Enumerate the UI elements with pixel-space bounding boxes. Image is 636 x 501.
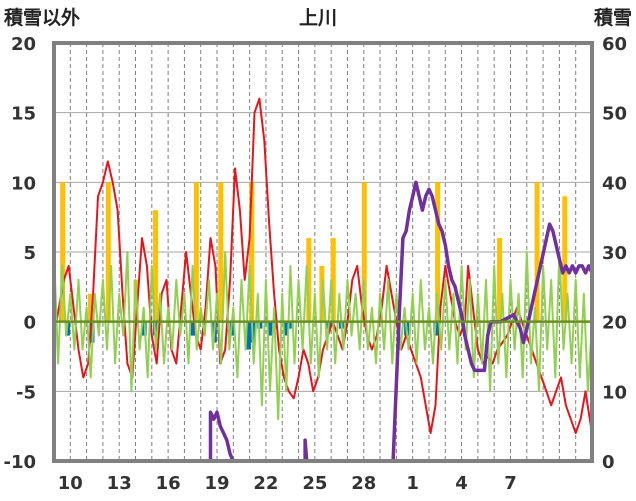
orange-bar	[562, 196, 568, 322]
x-tick-label: 13	[107, 473, 132, 494]
right-tick-label: 30	[602, 243, 627, 264]
red-line-series	[53, 97, 593, 435]
orange-bar	[153, 210, 159, 322]
orange-bar	[249, 182, 255, 322]
right-tick-label: 20	[602, 313, 627, 334]
blue-bar	[250, 321, 256, 343]
x-tick-label: 1	[406, 473, 419, 494]
grid-lines	[54, 43, 592, 461]
orange-bar	[306, 238, 312, 322]
chart-title: 上川	[299, 7, 337, 29]
left-tick-label: -10	[3, 452, 36, 473]
orange-bar	[534, 182, 540, 322]
line-series	[53, 97, 594, 463]
orange-bar	[87, 293, 93, 322]
right-axis-label: 積雪	[594, 6, 632, 29]
blue-bar	[190, 321, 196, 336]
blue-bar	[246, 321, 252, 350]
x-tick-label: 22	[253, 473, 278, 494]
left-tick-label: 20	[11, 34, 36, 55]
blue-bar	[283, 321, 289, 336]
orange-bar	[361, 182, 367, 322]
orange-bar	[218, 182, 224, 322]
orange-bar	[330, 238, 336, 322]
left-axis-label: 積雪以外	[4, 6, 80, 29]
purple-line-series	[54, 180, 594, 463]
orange-bar	[435, 182, 441, 322]
right-tick-label: 50	[602, 104, 627, 125]
left-tick-label: -5	[16, 382, 36, 403]
orange-bar	[497, 238, 503, 322]
left-tick-label: 5	[23, 243, 36, 264]
orange-bar	[193, 182, 199, 322]
x-tick-label: 7	[504, 473, 517, 494]
plot-frame	[52, 41, 594, 463]
orange-bar	[60, 182, 66, 322]
right-tick-label: 0	[602, 452, 615, 473]
right-tick-label: 10	[602, 382, 627, 403]
x-tick-label: 19	[204, 473, 229, 494]
orange-bar	[105, 182, 111, 322]
left-tick-label: 0	[23, 313, 36, 334]
right-tick-label: 40	[602, 173, 627, 194]
blue-bar	[267, 321, 273, 336]
green-line-series	[53, 251, 593, 421]
right-tick-label: 60	[602, 34, 627, 55]
x-tick-label: 16	[156, 473, 181, 494]
x-tick-label: 25	[302, 473, 327, 494]
x-tick-label: 10	[58, 473, 83, 494]
left-tick-label: 15	[11, 104, 36, 125]
x-tick-label: 28	[351, 473, 376, 494]
x-tick-label: 4	[455, 473, 468, 494]
left-tick-label: 10	[11, 173, 36, 194]
